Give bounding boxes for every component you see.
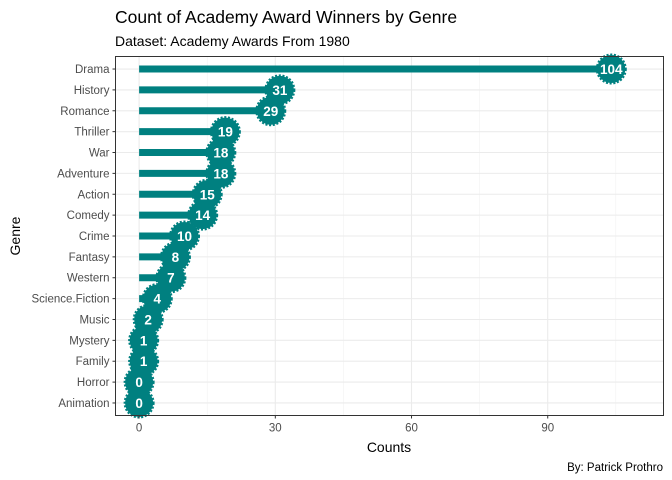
data-label: 15 [200, 187, 216, 202]
y-tick-label: Comedy [67, 210, 110, 222]
lollipop-head [595, 53, 627, 85]
data-label: 7 [167, 271, 175, 286]
chart-subtitle: Dataset: Academy Awards From 1980 [115, 33, 350, 49]
y-tick-label: Drama [75, 64, 110, 76]
data-label: 8 [172, 250, 180, 265]
y-tick-label: Thriller [74, 127, 109, 139]
data-label: 19 [218, 125, 233, 140]
data-label: 1 [140, 333, 148, 348]
lollipop-head [187, 199, 219, 231]
y-tick-label: Adventure [57, 168, 109, 180]
y-tick-label: Music [79, 314, 109, 326]
y-tick-label: Action [78, 189, 110, 201]
data-label: 0 [135, 396, 143, 411]
chart-title: Count of Academy Award Winners by Genre [115, 7, 457, 27]
chart-caption: By: Patrick Prothro [567, 462, 663, 474]
y-tick-label: War [89, 148, 110, 160]
data-label: 18 [213, 146, 229, 161]
x-tick-label: 0 [136, 423, 142, 435]
data-label: 31 [272, 83, 288, 98]
y-tick-label: Science.Fiction [32, 294, 110, 306]
y-tick-label: Romance [60, 106, 109, 118]
data-label: 4 [154, 292, 162, 307]
axis-ticks: Drama History Romance Thriller War Adventure A… [32, 64, 555, 434]
y-tick-label: Fantasy [69, 252, 110, 264]
y-tick-label: Mystery [69, 335, 110, 347]
y-tick-label: Animation [58, 398, 109, 410]
y-tick-label: Crime [79, 231, 110, 243]
data-label: 29 [263, 104, 278, 119]
data-label: 104 [600, 62, 623, 77]
x-axis-title: Counts [367, 439, 411, 455]
data-label: 18 [213, 166, 229, 181]
data-label: 2 [144, 312, 152, 327]
data-label: 10 [177, 229, 192, 244]
lollipop-head [255, 95, 287, 127]
x-tick-label: 60 [405, 423, 418, 435]
y-tick-label: Western [67, 273, 110, 285]
x-tick-label: 30 [269, 423, 282, 435]
y-tick-label: Horror [77, 377, 110, 389]
data-label: 0 [135, 375, 143, 390]
y-tick-label: History [74, 85, 110, 97]
y-axis-title: Genre [7, 216, 23, 255]
y-tick-label: Family [76, 356, 110, 368]
data-label: 1 [140, 354, 148, 369]
data-label: 14 [195, 208, 211, 223]
x-tick-label: 90 [541, 423, 554, 435]
